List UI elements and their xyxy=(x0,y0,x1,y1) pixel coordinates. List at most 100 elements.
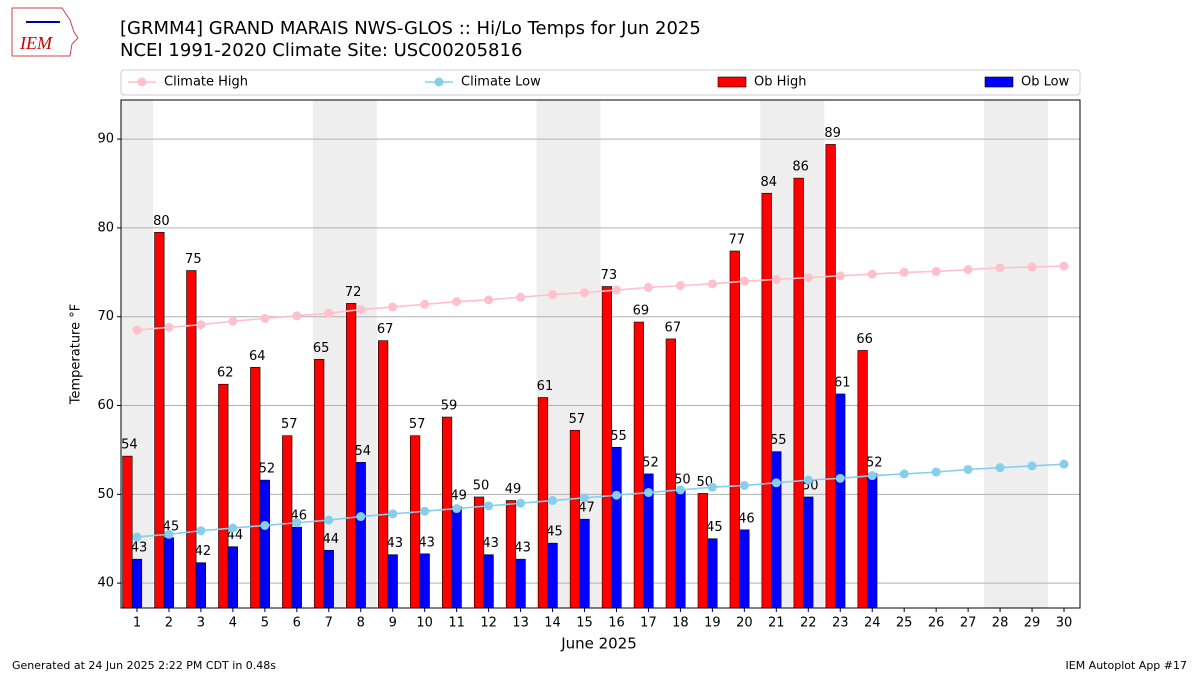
point xyxy=(675,281,685,291)
chart-title: [GRMM4] GRAND MARAIS NWS-GLOS :: Hi/Lo T… xyxy=(120,18,701,39)
value-label: 50 xyxy=(473,478,490,493)
point xyxy=(803,273,813,283)
value-label: 57 xyxy=(409,417,426,432)
x-tick-label: 2 xyxy=(165,616,173,631)
bar xyxy=(857,350,868,609)
bar xyxy=(218,383,229,609)
point xyxy=(963,464,973,474)
x-tick-label: 26 xyxy=(928,616,945,631)
bar xyxy=(803,496,814,609)
point xyxy=(867,471,877,481)
x-tick-label: 13 xyxy=(512,616,529,631)
point xyxy=(452,504,462,514)
value-label: 57 xyxy=(281,417,298,432)
point xyxy=(132,532,142,542)
value-label: 43 xyxy=(482,536,499,551)
x-tick-label: 20 xyxy=(736,616,753,631)
point xyxy=(324,515,334,525)
value-label: 52 xyxy=(866,455,883,470)
bar xyxy=(611,446,622,609)
value-label: 67 xyxy=(377,322,394,337)
bar xyxy=(569,430,581,609)
x-tick-label: 1 xyxy=(133,616,141,631)
point xyxy=(931,266,941,276)
bar xyxy=(483,554,494,609)
bar xyxy=(195,562,207,609)
x-tick-label: 7 xyxy=(325,616,333,631)
bar xyxy=(355,462,366,609)
bar xyxy=(739,529,750,609)
x-tick-label: 27 xyxy=(960,616,977,631)
point xyxy=(292,518,302,528)
point xyxy=(803,475,813,485)
bar xyxy=(675,490,686,609)
chart-subtitle: NCEI 1991-2020 Climate Site: USC00205816 xyxy=(120,40,522,61)
x-tick-label: 16 xyxy=(608,616,625,631)
point xyxy=(771,274,781,284)
value-label: 86 xyxy=(792,160,809,175)
point xyxy=(356,305,366,315)
bar xyxy=(867,473,878,609)
value-label: 43 xyxy=(514,541,531,556)
line xyxy=(136,463,1065,538)
x-tick-label: 5 xyxy=(261,616,269,631)
bar xyxy=(163,537,175,609)
legend-marker xyxy=(434,77,444,87)
footer-left: Generated at 24 Jun 2025 2:22 PM CDT in … xyxy=(12,659,276,672)
value-label: 43 xyxy=(131,541,148,556)
value-label: 66 xyxy=(856,332,873,347)
legend-box xyxy=(120,69,1081,96)
value-label: 62 xyxy=(217,366,234,381)
y-tick-label: 60 xyxy=(97,398,114,413)
footer-right: IEM Autoplot App #17 xyxy=(1066,659,1188,672)
bar xyxy=(378,340,389,609)
point xyxy=(995,263,1005,273)
point xyxy=(132,325,142,335)
bar xyxy=(537,397,549,609)
plot-frame xyxy=(120,99,1081,609)
point xyxy=(899,469,909,479)
point xyxy=(963,265,973,275)
point xyxy=(420,299,430,309)
bar xyxy=(259,479,270,609)
point xyxy=(356,512,366,522)
x-tick-label: 14 xyxy=(544,616,561,631)
value-label: 84 xyxy=(760,175,777,190)
point xyxy=(548,289,558,299)
x-tick-label: 24 xyxy=(864,616,881,631)
x-tick-label: 10 xyxy=(416,616,433,631)
y-axis-label: Temperature °F xyxy=(69,304,84,405)
x-tick-label: 17 xyxy=(640,616,657,631)
point xyxy=(899,267,909,277)
x-axis-label: June 2025 xyxy=(560,635,637,653)
bar xyxy=(515,558,526,609)
bar xyxy=(697,493,708,609)
point xyxy=(707,279,717,289)
point xyxy=(196,320,206,330)
value-label: 43 xyxy=(386,536,403,551)
x-tick-label: 28 xyxy=(992,616,1009,631)
x-tick-label: 18 xyxy=(672,616,689,631)
point xyxy=(867,269,877,279)
point xyxy=(452,297,462,307)
bar xyxy=(793,177,804,609)
value-label: 54 xyxy=(354,444,371,459)
bar xyxy=(707,538,718,609)
weekend-shade xyxy=(984,100,1017,608)
bar xyxy=(547,542,558,609)
value-label: 42 xyxy=(195,544,212,559)
line xyxy=(136,265,1065,331)
point xyxy=(1059,459,1069,469)
bar xyxy=(473,496,485,609)
point xyxy=(548,496,558,506)
point xyxy=(260,313,270,323)
y-tick-label: 50 xyxy=(97,487,114,502)
value-label: 59 xyxy=(441,399,458,414)
x-tick-label: 25 xyxy=(896,616,913,631)
x-tick-label: 19 xyxy=(704,616,721,631)
y-tick-label: 80 xyxy=(97,220,114,235)
value-label: 46 xyxy=(738,511,755,526)
x-tick-label: 22 xyxy=(800,616,817,631)
bar xyxy=(314,359,325,609)
